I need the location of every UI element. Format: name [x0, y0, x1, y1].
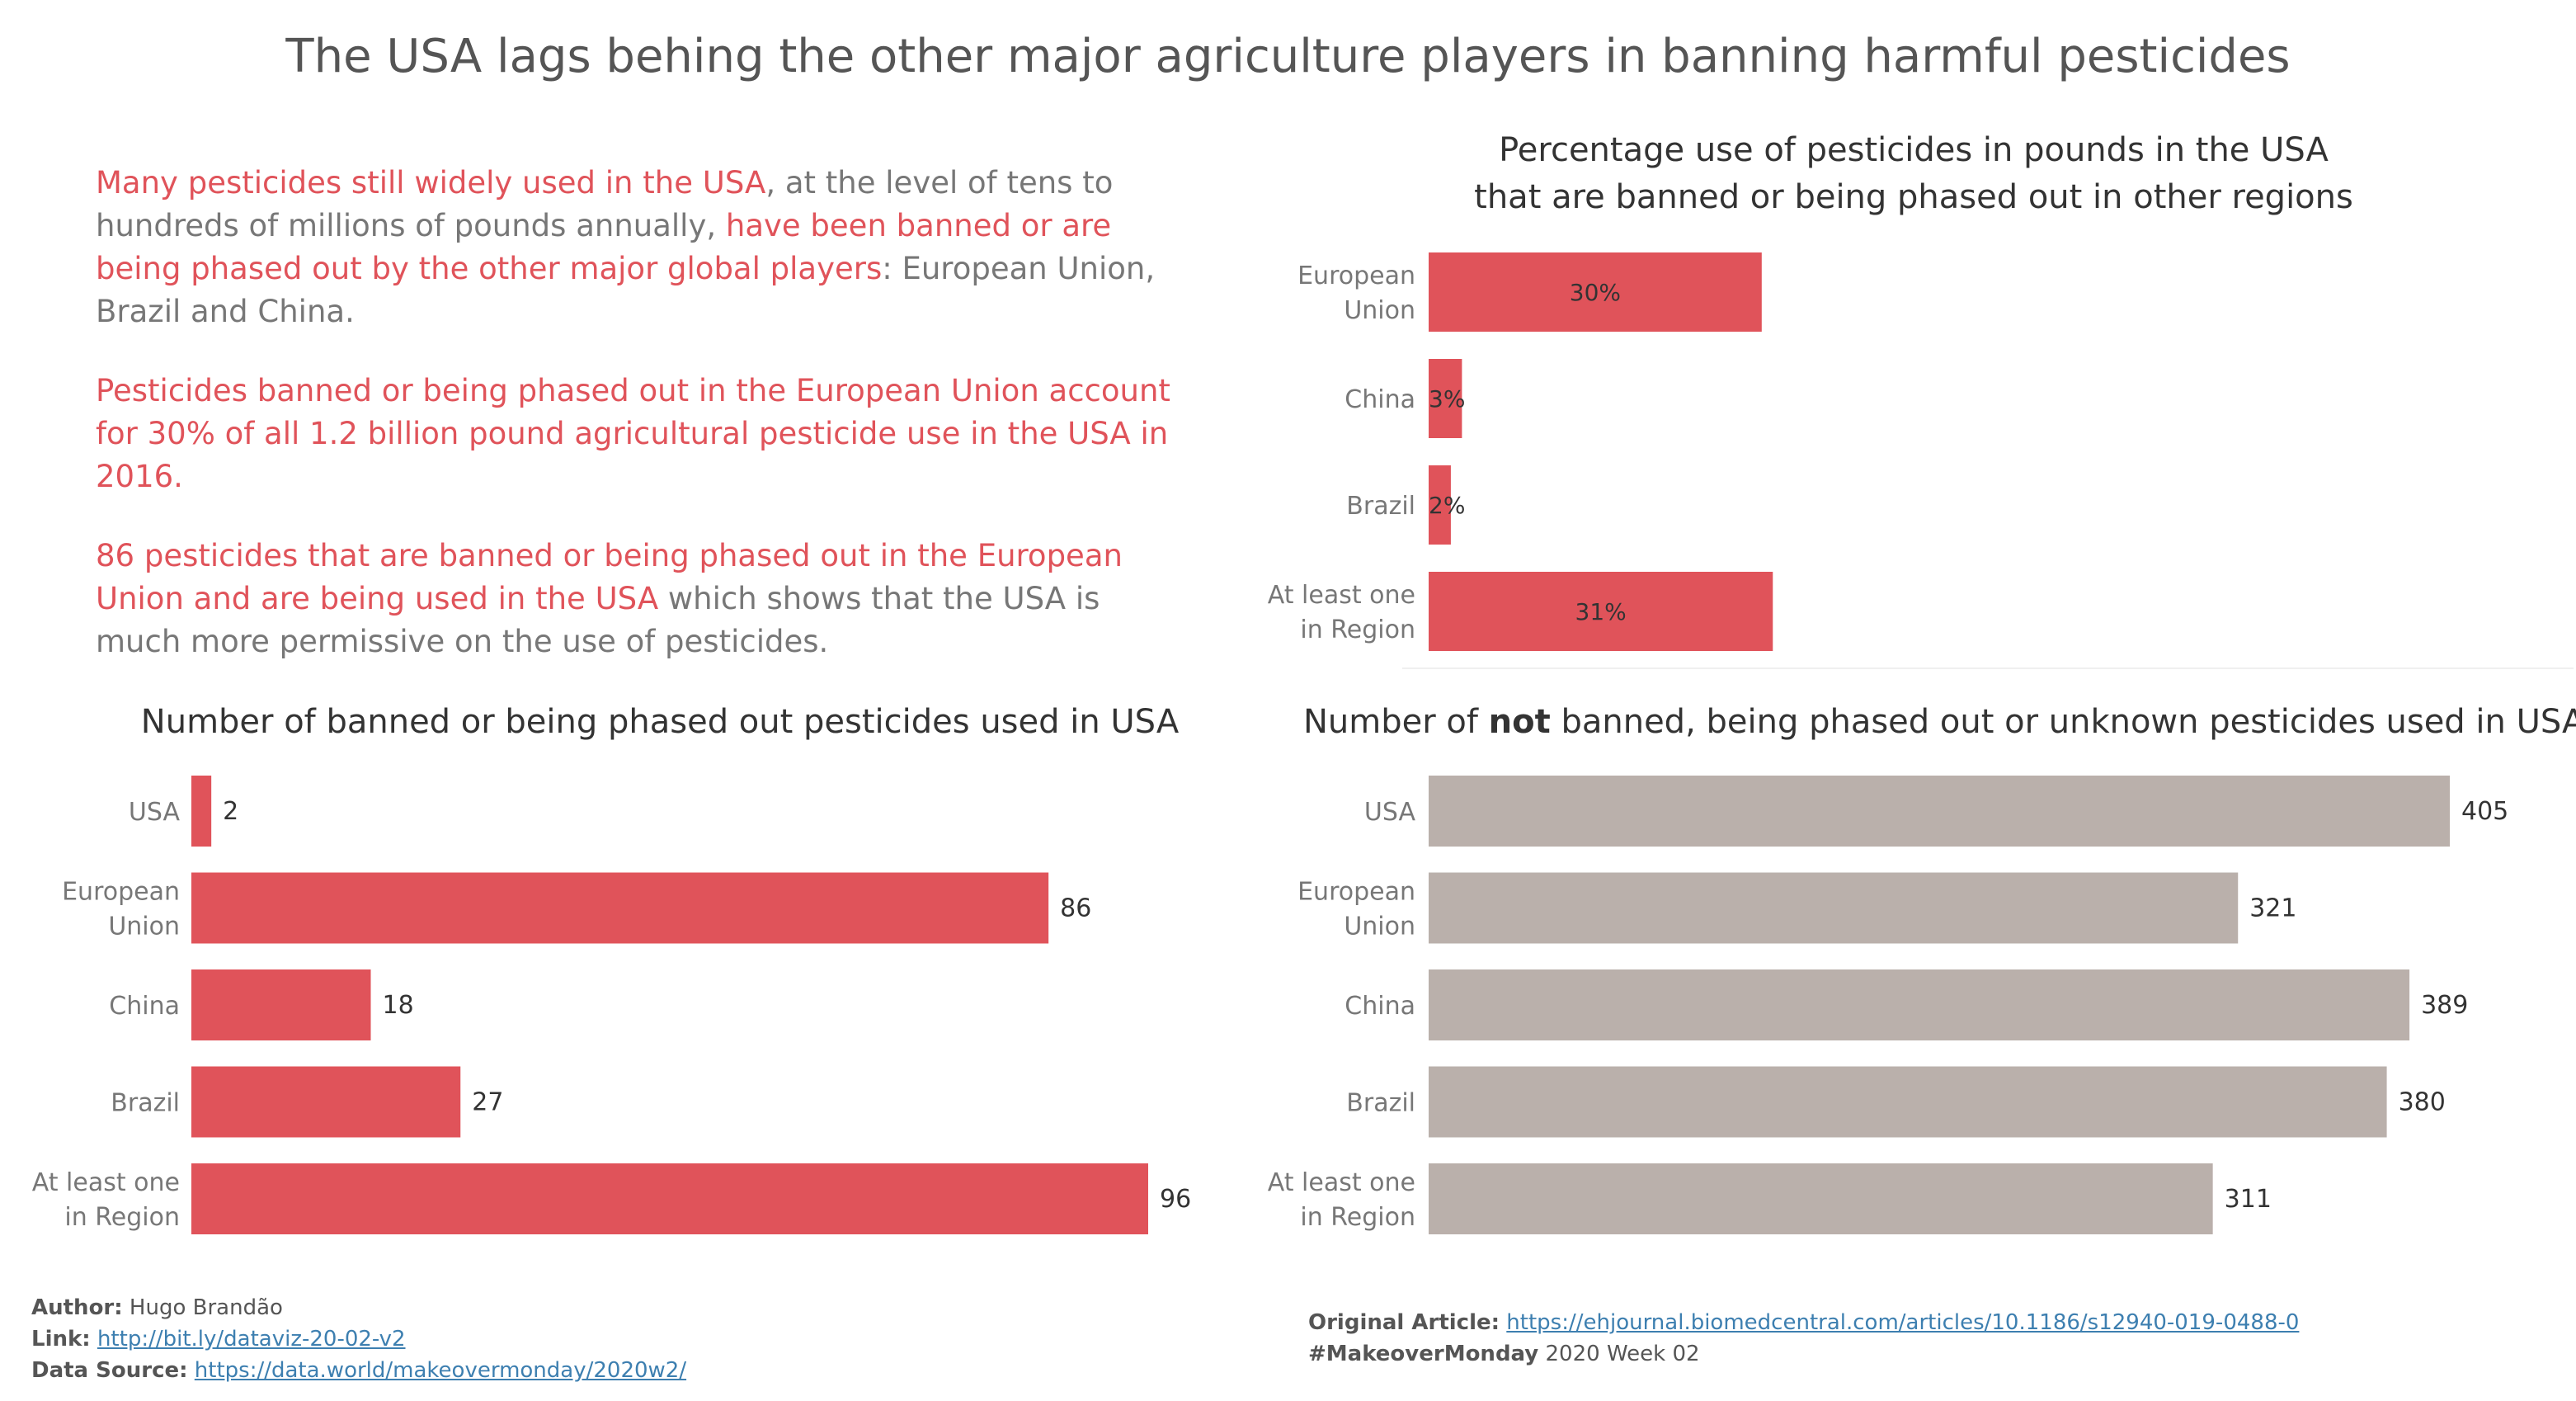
pct-chart-title: Percentage use of pesticides in pounds i… [1402, 127, 2425, 221]
article-label: Original Article: [1308, 1310, 1500, 1335]
narrative-text: : European Union, Brazil and China. [96, 251, 1156, 329]
pct-bar [1429, 252, 1762, 332]
notbanned-title-emphasis: not [1488, 703, 1551, 741]
pct-value-label: 31% [1575, 598, 1627, 625]
pct-value-label: 2% [1429, 492, 1465, 519]
notbanned-title-part-3: banned, being phased out or unknown pest… [1550, 703, 2576, 741]
footer-article: Original Article: https://ehjournal.biom… [1308, 1307, 2299, 1370]
dataviz-link[interactable]: http://bit.ly/dataviz-20-02-v2 [97, 1327, 406, 1351]
pct-chart-title-line-2: that are banned or being phased out in o… [1474, 178, 2353, 216]
pct-value-label: 3% [1429, 385, 1465, 413]
pct-category-label: Brazil [1346, 492, 1415, 521]
pct-category-label: China [1345, 385, 1415, 414]
narrative-highlight: Many pesticides still widely used in the… [96, 165, 766, 200]
pct-category-label: Union [1344, 296, 1415, 325]
notbanned-title-part-1: Number of [1303, 703, 1489, 741]
footer-original-article: Original Article: https://ehjournal.biom… [1308, 1307, 2299, 1338]
footer-tag: #MakeoverMonday 2020 Week 02 [1308, 1338, 2299, 1370]
author-label: Author: [31, 1295, 123, 1320]
makeover-tag: #MakeoverMonday [1308, 1342, 1539, 1366]
footer-author: Author: Hugo Brandão [31, 1292, 686, 1323]
link-label: Link: [31, 1327, 91, 1351]
notbanned-chart-title: Number of not banned, being phased out o… [1303, 699, 2576, 746]
narrative-highlight: Pesticides banned or being phased out in… [96, 373, 1170, 494]
narrative-highlight: 86 pesticides that are banned or being p… [96, 538, 1123, 616]
data-source-link[interactable]: https://data.world/makeovermonday/2020w2… [194, 1358, 687, 1383]
footer-source: Data Source: https://data.world/makeover… [31, 1355, 686, 1386]
author-name: Hugo Brandão [129, 1295, 283, 1320]
narrative-paragraph-2: Pesticides banned or being phased out in… [96, 370, 1184, 498]
narrative-paragraph-3: 86 pesticides that are banned or being p… [96, 535, 1184, 663]
pct-bar [1429, 465, 1451, 545]
narrative-text: which shows that the USA is much more pe… [96, 581, 1100, 659]
banned-chart-title: Number of banned or being phased out pes… [140, 703, 1180, 741]
narrative-text: , at the level of tens to hundreds of mi… [96, 165, 1114, 243]
narrative-paragraph-1: Many pesticides still widely used in the… [96, 162, 1184, 333]
narrative: Many pesticides still widely used in the… [96, 162, 1184, 700]
footer-credits: Author: Hugo Brandão Link: http://bit.ly… [31, 1292, 686, 1386]
pct-category-label: European [1297, 262, 1415, 290]
pct-value-label: 30% [1570, 279, 1621, 306]
narrative-highlight: have been banned or are being phased out… [96, 208, 1112, 286]
main-title: The USA lags behing the other major agri… [285, 30, 2291, 83]
pct-category-label: in Region [1300, 616, 1415, 644]
week-label: 2020 Week 02 [1545, 1342, 1700, 1366]
pct-chart-title-line-1: Percentage use of pesticides in pounds i… [1499, 131, 2329, 169]
divider [1402, 667, 2574, 669]
source-label: Data Source: [31, 1358, 188, 1383]
article-link[interactable]: https://ehjournal.biomedcentral.com/arti… [1506, 1310, 2300, 1335]
pct-category-label: At least one [1268, 581, 1415, 610]
pct-bar [1429, 572, 1773, 651]
pct-bar [1429, 359, 1462, 438]
footer-link: Link: http://bit.ly/dataviz-20-02-v2 [31, 1323, 686, 1355]
